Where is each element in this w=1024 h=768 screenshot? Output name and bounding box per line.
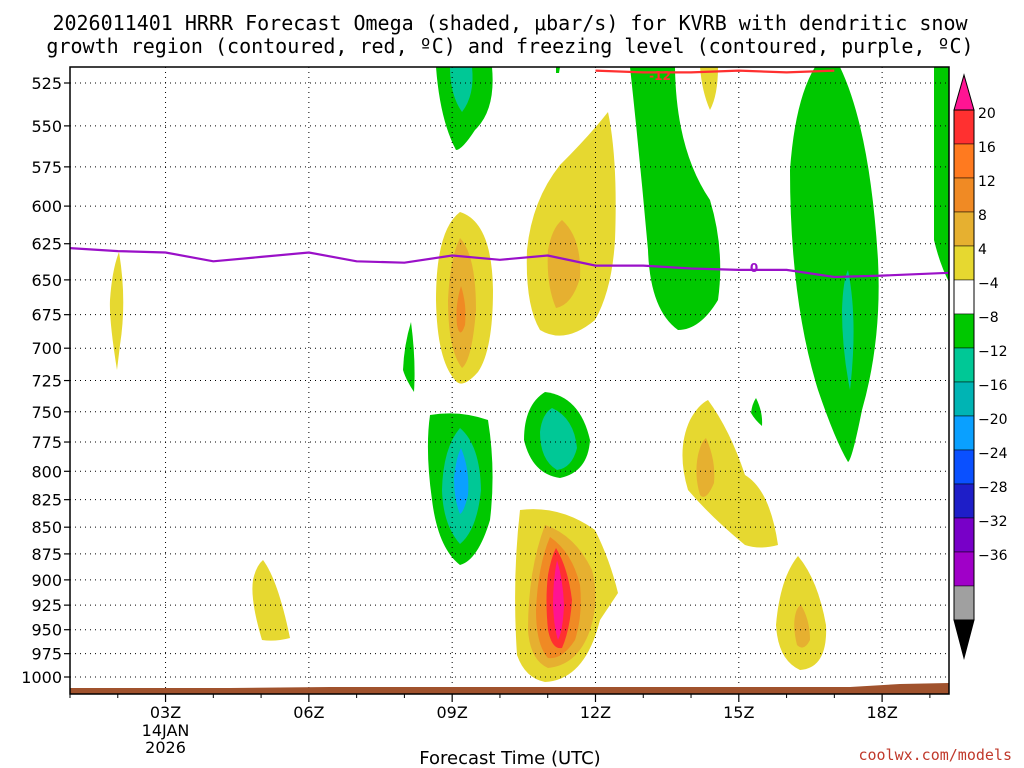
- omega-fill-rise-08z: [403, 322, 415, 392]
- chart-title-line1: 2026011401 HRRR Forecast Omega (shaded, …: [52, 11, 968, 35]
- y-tick-label-850: 850: [31, 518, 62, 537]
- colorbar-label-12: −32: [978, 514, 1008, 530]
- x-tick-sublabel-14JAN: 14JAN: [142, 721, 190, 740]
- y-tick-label-700: 700: [31, 339, 62, 358]
- colorbar-top-arrow: [953, 73, 975, 111]
- colorbar-label-13: −36: [978, 548, 1008, 564]
- colorbar-label-3: 8: [978, 208, 987, 224]
- colorbar-swatch-14: [953, 585, 975, 621]
- omega-fill-sink-670-09z-core: [456, 286, 466, 333]
- colorbar-label-4: 4: [978, 242, 987, 258]
- dgz-label: -12: [649, 69, 671, 83]
- y-tick-label-925: 925: [31, 596, 62, 615]
- colorbar-label-9: −20: [978, 412, 1008, 428]
- y-tick-label-725: 725: [31, 372, 62, 391]
- y-axis: 525 550 575 600 625 650 675 700 725 750 775 800 825 8…: [21, 74, 70, 687]
- colorbar-bottom-arrow: [953, 619, 975, 660]
- omega-fill-sink-800-14z-inner: [696, 438, 715, 497]
- colorbar-label-0: 20: [978, 106, 996, 122]
- y-tick-label-525: 525: [31, 74, 62, 93]
- credit-text: coolwx.com/models: [858, 746, 1012, 764]
- x-tick-label-15Z: 15Z: [723, 703, 754, 722]
- x-tick-label-09Z: 09Z: [437, 703, 468, 722]
- omega-fill-sink-800-14z-outer: [682, 400, 778, 548]
- colorbar-swatch-0: [953, 109, 975, 145]
- x-tick-label-18Z: 18Z: [866, 703, 897, 722]
- colorbar-label-7: −12: [978, 344, 1008, 360]
- colorbar-swatch-8: [953, 381, 975, 417]
- colorbar-label-5: −4: [978, 276, 999, 292]
- x-tick-label-03Z: 03Z: [150, 703, 181, 722]
- colorbar-swatch-3: [953, 211, 975, 247]
- dgz-contour-line: [595, 69, 835, 74]
- omega-fill-right-edge: [934, 67, 949, 282]
- y-tick-label-975: 975: [31, 645, 62, 664]
- x-tick-label-06Z: 06Z: [293, 703, 324, 722]
- omega-fill-rise-680-17z-outer: [790, 67, 879, 462]
- colorbar-frame: [953, 109, 975, 621]
- omega-fill-rise-12z-14z: [630, 67, 721, 330]
- colorbar-label-8: −16: [978, 378, 1008, 394]
- omega-fill-sink-950-16z-inner: [794, 605, 810, 648]
- colorbar-swatch-10: [953, 449, 975, 485]
- colorbar: 20 16 12 8 4 −4 −8 −12 −16 −20 −24 −28 −32 −36: [953, 73, 1008, 660]
- y-tick-label-600: 600: [31, 197, 62, 216]
- x-axis-label: Forecast Time (UTC): [419, 748, 600, 768]
- y-tick-label-750: 750: [31, 403, 62, 422]
- omega-fill-sink-02z: [109, 252, 124, 370]
- colorbar-swatch-4: [953, 245, 975, 281]
- freezing-level-line: [70, 247, 949, 279]
- colorbar-swatch-2: [953, 177, 975, 213]
- y-tick-label-650: 650: [31, 271, 62, 290]
- freezing-level-label: 0: [750, 261, 758, 275]
- colorbar-swatch-1: [953, 143, 975, 179]
- omega-fill-rise-680-17z-inner: [842, 270, 854, 390]
- y-tick-label-550: 550: [31, 117, 62, 136]
- colorbar-swatch-7: [953, 347, 975, 383]
- y-tick-label-875: 875: [31, 545, 62, 564]
- colorbar-swatch-11: [953, 483, 975, 519]
- contours: [70, 69, 949, 279]
- omega-fill-sink-640-11z-inner: [547, 220, 581, 308]
- omega-fill-rise-15z: [751, 398, 763, 426]
- colorbar-label-2: 12: [978, 174, 996, 190]
- ground-terrain: [70, 683, 949, 694]
- colorbar-swatch-5: [953, 279, 975, 315]
- y-tick-label-1000: 1000: [21, 668, 62, 687]
- y-tick-label-950: 950: [31, 621, 62, 640]
- colorbar-label-10: −24: [978, 446, 1008, 462]
- y-tick-label-825: 825: [31, 491, 62, 510]
- omega-fill-small-top-11z: [556, 67, 560, 73]
- y-tick-label-575: 575: [31, 158, 62, 177]
- colorbar-label-11: −28: [978, 480, 1008, 496]
- y-tick-label-675: 675: [31, 306, 62, 325]
- y-tick-label-625: 625: [31, 235, 62, 254]
- omega-fill-rise-780-11z-inner: [540, 408, 577, 470]
- y-tick-label-900: 900: [31, 571, 62, 590]
- colorbar-label-1: 16: [978, 140, 996, 156]
- colorbar-swatch-9: [953, 415, 975, 451]
- colorbar-swatch-12: [953, 517, 975, 553]
- x-tick-label-12Z: 12Z: [580, 703, 611, 722]
- colorbar-swatch-6: [953, 313, 975, 349]
- x-tick-sublabel-2026: 2026: [145, 738, 186, 757]
- omega-fill-rise-535-09z-inner: [450, 67, 473, 112]
- omega-shading: [109, 67, 949, 682]
- plot-area: 0 -12: [70, 67, 949, 694]
- y-tick-label-800: 800: [31, 462, 62, 481]
- colorbar-label-6: −8: [978, 310, 999, 326]
- omega-fill-rise-815-09z-inner: [454, 448, 469, 514]
- y-tick-label-775: 775: [31, 433, 62, 452]
- omega-fill-sink-05z: [252, 560, 290, 641]
- omega-fill-sink-14z-top: [700, 67, 718, 110]
- chart-title-line2: growth region (contoured, red, ºC) and f…: [46, 34, 973, 58]
- colorbar-swatch-13: [953, 551, 975, 587]
